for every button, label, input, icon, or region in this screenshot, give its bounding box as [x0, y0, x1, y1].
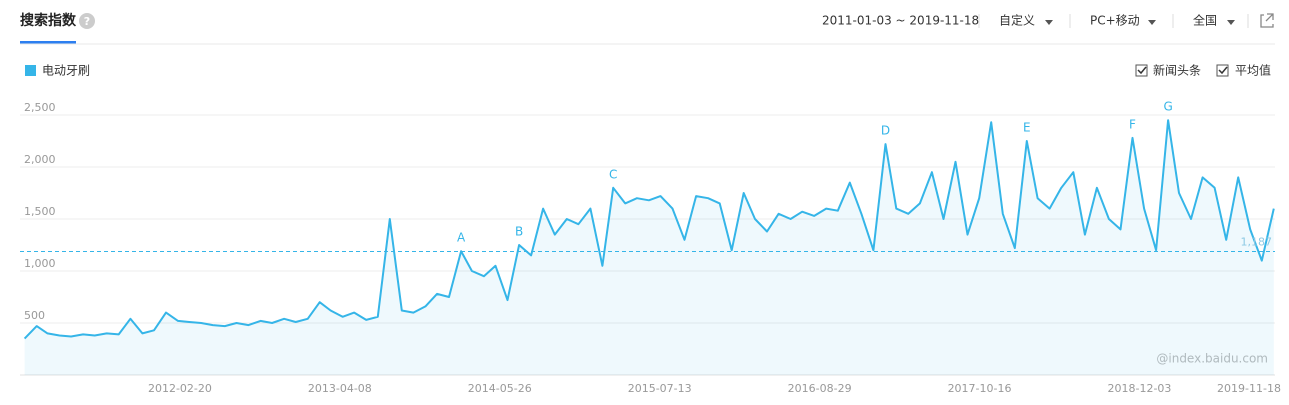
- x-tick-label: 2018-12-03: [1108, 382, 1172, 395]
- annotation: F: [1129, 117, 1136, 131]
- y-tick-label: 1,000: [24, 257, 56, 270]
- x-tick-label: 2019-11-18: [1217, 382, 1281, 395]
- average-option[interactable]: 平均值: [1235, 63, 1271, 78]
- annotation: E: [1023, 121, 1031, 135]
- x-tick-label: 2017-10-16: [948, 382, 1012, 395]
- export-icon[interactable]: [1260, 13, 1274, 28]
- x-tick-label: 2015-07-13: [628, 382, 692, 395]
- annotation: C: [609, 167, 617, 181]
- checkmark[interactable]: [1137, 66, 1147, 75]
- checkbox[interactable]: [1216, 64, 1229, 77]
- help-mark[interactable]: ?: [84, 15, 90, 28]
- caret[interactable]: [1045, 20, 1053, 25]
- date-range[interactable]: 2011-01-03 ~ 2019-11-18: [822, 14, 979, 28]
- y-tick-label: 500: [24, 309, 45, 322]
- y-tick-label: 2,500: [24, 101, 56, 114]
- x-tick-label: 2012-02-20: [148, 382, 212, 395]
- caret[interactable]: [1148, 20, 1156, 25]
- checkbox[interactable]: [1135, 64, 1148, 77]
- tab-underline: [20, 41, 76, 44]
- annotation: A: [457, 231, 466, 245]
- region-dropdown[interactable]: 全国: [1193, 13, 1217, 28]
- legend-swatch[interactable]: [25, 65, 36, 76]
- device-dropdown[interactable]: PC+移动: [1090, 14, 1140, 28]
- x-tick-label: 2016-08-29: [788, 382, 852, 395]
- annotation: G: [1163, 100, 1172, 114]
- caret[interactable]: [1227, 20, 1235, 25]
- annotation: B: [515, 225, 523, 239]
- average-label: 1,187: [1241, 236, 1273, 249]
- area: [24, 120, 1274, 375]
- title: 搜索指数: [20, 12, 77, 29]
- custom-dropdown[interactable]: 自定义: [999, 13, 1035, 28]
- annotation: D: [881, 124, 890, 138]
- watermark: @index.baidu.com: [1156, 352, 1268, 366]
- x-tick-label: 2013-04-08: [308, 382, 372, 395]
- line: [23, 119, 1275, 340]
- news-option[interactable]: 新闻头条: [1153, 63, 1201, 78]
- y-tick-label: 1,500: [24, 205, 56, 218]
- x-tick-label: 2014-05-26: [468, 382, 532, 395]
- legend-label[interactable]: 电动牙刷: [42, 64, 90, 78]
- help-icon[interactable]: [79, 13, 95, 29]
- checkmark[interactable]: [1218, 66, 1228, 75]
- y-tick-label: 2,000: [24, 153, 56, 166]
